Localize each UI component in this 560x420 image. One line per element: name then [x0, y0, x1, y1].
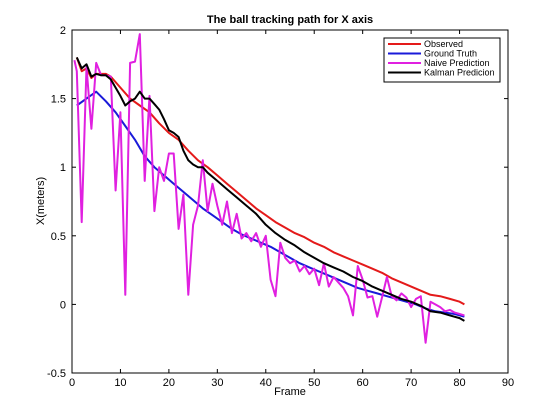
x-tick-label: 0 — [69, 377, 75, 389]
x-tick-label: 70 — [405, 377, 417, 389]
series-line-kalman-predicion — [75, 56, 465, 322]
y-tick-label: 0.5 — [51, 231, 66, 243]
plot-area-frame — [71, 29, 509, 374]
x-tick-label: 10 — [114, 377, 126, 389]
x-tick-label: 80 — [453, 377, 465, 389]
x-tick-label: 60 — [357, 377, 369, 389]
y-tick-label: 1.5 — [51, 94, 66, 106]
series-line-ground-truth — [76, 90, 465, 318]
series-line-observed — [75, 57, 465, 306]
legend-label: Ground Truth — [424, 49, 477, 59]
plot-lines — [73, 33, 465, 344]
legend-box — [383, 37, 501, 83]
x-axis: 0 10 20 30 40 50 60 70 80 90 — [69, 30, 514, 389]
x-tick-label: 50 — [308, 377, 320, 389]
y-tick-label: 1 — [60, 162, 66, 174]
x-tick-label: 90 — [502, 377, 514, 389]
x-axis-label: Frame — [274, 386, 306, 398]
y-axis-label: X(meters) — [35, 177, 47, 225]
chart-title: The ball tracking path for X axis — [207, 14, 373, 26]
y-axis: -0.5 0 0.5 1 1.5 2 — [47, 25, 508, 380]
y-tick-label: 2 — [60, 25, 66, 37]
y-tick-label: -0.5 — [47, 368, 66, 380]
x-tick-label: 40 — [260, 377, 272, 389]
legend-label: Kalman Predicion — [424, 68, 495, 78]
y-tick-label: 0 — [60, 299, 66, 311]
x-tick-label: 30 — [211, 377, 223, 389]
legend-label: Naive Prediction — [424, 58, 490, 68]
legend-label: Observed — [424, 39, 463, 49]
x-tick-label: 20 — [163, 377, 175, 389]
